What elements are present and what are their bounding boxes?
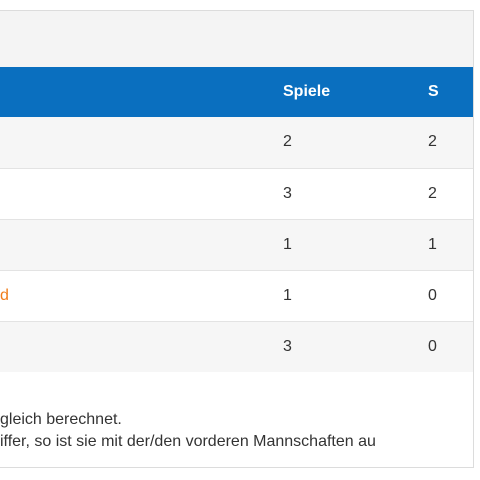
team-cell <box>0 219 283 270</box>
panel-header <box>0 11 473 68</box>
wins-cell: 1 <box>428 235 437 253</box>
games-cell: 2 <box>283 133 292 151</box>
table-row: 3 2 <box>0 168 473 219</box>
team-cell <box>0 117 283 168</box>
team-cell: d <box>0 270 283 321</box>
column-header-wins[interactable]: S <box>428 83 439 100</box>
games-cell: 1 <box>283 286 292 304</box>
table-row: 2 2 <box>0 117 473 168</box>
table-row: 3 0 <box>0 321 473 372</box>
team-cell <box>0 168 283 219</box>
table-notes: gleich berechnet. iffer, so ist sie mit … <box>0 409 376 453</box>
games-cell: 3 <box>283 337 292 355</box>
wins-cell: 0 <box>428 286 437 304</box>
standings-table: Spiele S 2 2 3 2 1 1 d 1 0 <box>0 67 473 372</box>
table-header-row: Spiele S <box>0 67 473 117</box>
wins-cell: 2 <box>428 133 437 151</box>
wins-cell: 0 <box>428 337 437 355</box>
games-cell: 3 <box>283 184 292 202</box>
team-cell <box>0 321 283 372</box>
note-line-2: iffer, so ist sie mit der/den vorderen M… <box>0 433 376 450</box>
team-link[interactable]: d <box>0 286 9 304</box>
column-header-games[interactable]: Spiele <box>283 83 331 100</box>
table-row: 1 1 <box>0 219 473 270</box>
table-row: d 1 0 <box>0 270 473 321</box>
games-cell: 1 <box>283 235 292 253</box>
column-header-team[interactable] <box>0 67 283 117</box>
standings-panel: Spiele S 2 2 3 2 1 1 d 1 0 <box>0 10 474 468</box>
note-line-1: gleich berechnet. <box>0 411 122 428</box>
wins-cell: 2 <box>428 184 437 202</box>
